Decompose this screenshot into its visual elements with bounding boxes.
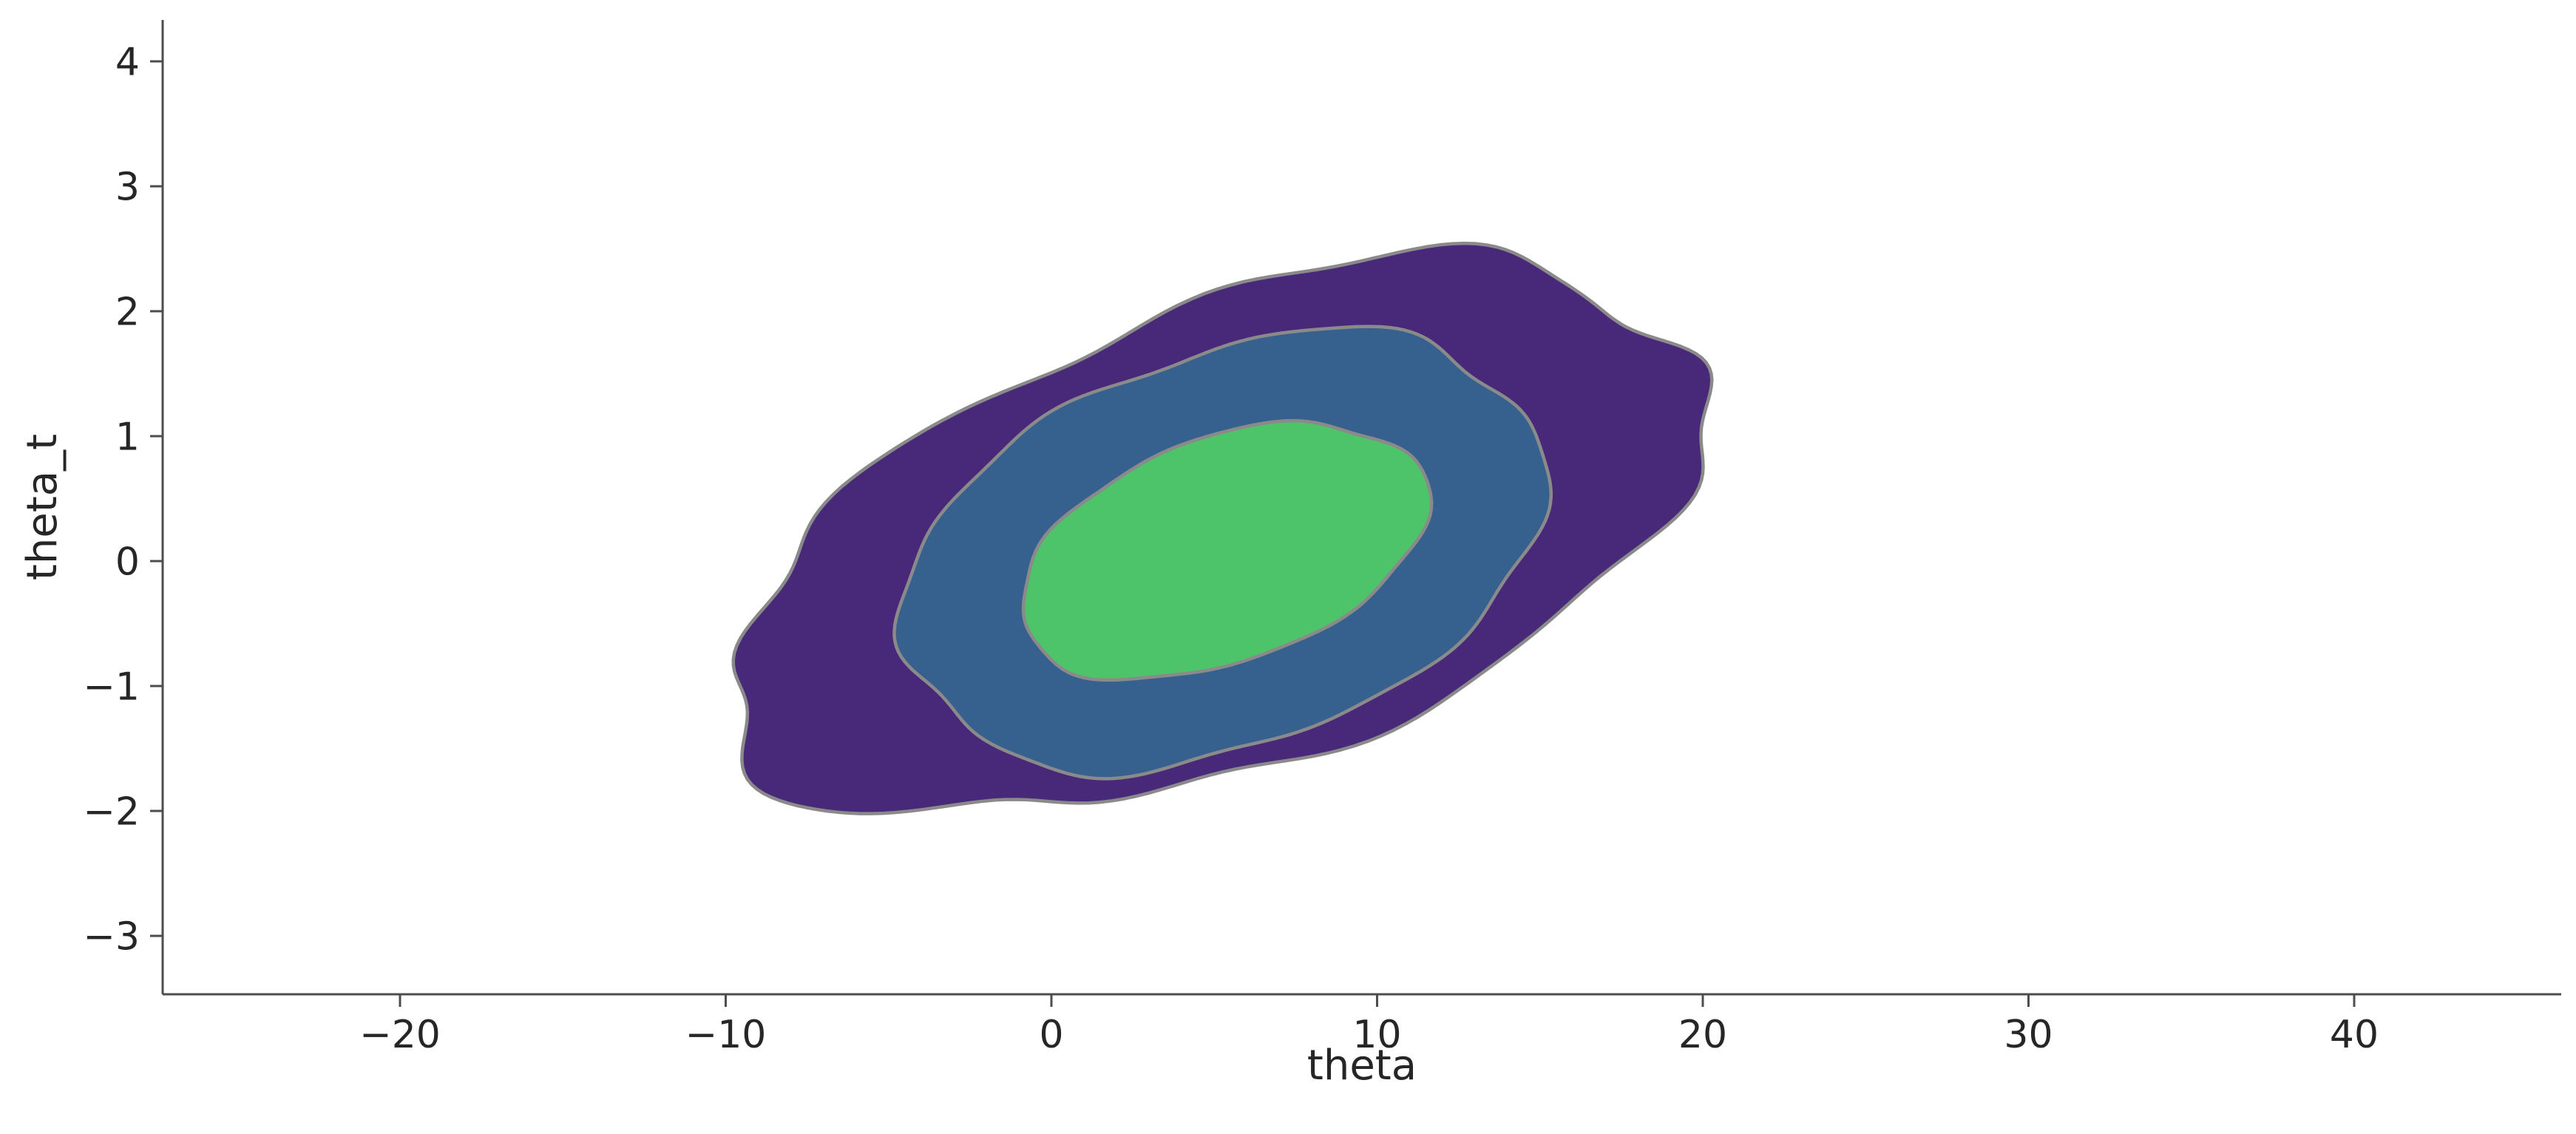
y-tick-label: 3 bbox=[115, 166, 140, 210]
x-tick-label: −10 bbox=[685, 1013, 767, 1057]
x-tick-label: 30 bbox=[2004, 1013, 2053, 1057]
y-tick-label: −3 bbox=[83, 915, 140, 960]
contour-band-inner-high-density bbox=[1021, 418, 1434, 682]
y-tick-label: 4 bbox=[115, 41, 140, 85]
x-tick-label: 40 bbox=[2330, 1013, 2379, 1057]
y-tick-label: 1 bbox=[115, 415, 140, 460]
x-tick-label: 0 bbox=[1039, 1013, 1063, 1057]
y-tick-label: −2 bbox=[83, 790, 140, 835]
x-tick-label: 10 bbox=[1352, 1013, 1401, 1057]
y-tick-label: −1 bbox=[83, 665, 140, 710]
x-tick-label: 20 bbox=[1678, 1013, 1727, 1057]
y-tick-label: 2 bbox=[115, 291, 140, 335]
x-axis-label: theta bbox=[1306, 1042, 1417, 1090]
y-tick-label: 0 bbox=[115, 540, 140, 585]
y-axis-label: theta_t bbox=[18, 433, 67, 581]
x-tick-label: −20 bbox=[359, 1013, 441, 1057]
